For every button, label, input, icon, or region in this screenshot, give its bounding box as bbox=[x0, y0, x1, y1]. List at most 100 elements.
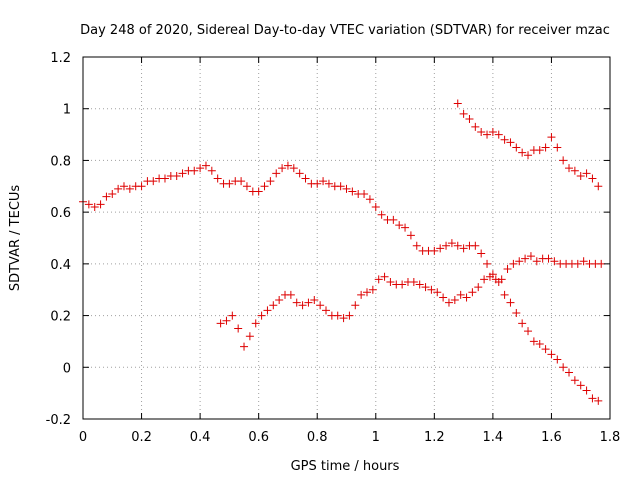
data-point bbox=[319, 177, 328, 186]
data-point bbox=[553, 355, 562, 364]
data-point bbox=[310, 296, 319, 305]
data-point bbox=[245, 332, 254, 341]
data-point bbox=[254, 187, 263, 196]
data-point bbox=[125, 184, 134, 193]
data-point bbox=[559, 156, 568, 165]
data-point bbox=[260, 182, 269, 191]
data-point bbox=[462, 293, 471, 302]
data-point bbox=[588, 174, 597, 183]
data-point bbox=[360, 190, 369, 199]
data-point bbox=[529, 337, 538, 346]
data-point bbox=[503, 265, 512, 274]
data-point bbox=[362, 288, 371, 297]
data-point bbox=[497, 275, 506, 284]
data-point bbox=[108, 190, 117, 199]
data-point bbox=[471, 241, 480, 250]
data-point bbox=[345, 311, 354, 320]
y-tick-label: 1.2 bbox=[50, 51, 71, 66]
data-point bbox=[357, 290, 366, 299]
data-point bbox=[298, 301, 307, 310]
data-point bbox=[207, 166, 216, 175]
x-tick-label: 0.6 bbox=[248, 430, 269, 445]
data-point bbox=[237, 177, 246, 186]
data-point bbox=[222, 316, 231, 325]
data-point bbox=[196, 164, 205, 173]
data-point bbox=[565, 368, 574, 377]
data-point bbox=[365, 195, 374, 204]
data-point bbox=[201, 161, 210, 170]
data-point bbox=[512, 143, 521, 152]
data-point bbox=[213, 174, 222, 183]
data-point bbox=[395, 221, 404, 230]
data-point bbox=[442, 241, 451, 250]
data-point bbox=[415, 280, 424, 289]
data-point bbox=[570, 166, 579, 175]
data-point bbox=[225, 179, 234, 188]
plot-frame bbox=[82, 56, 611, 420]
data-point bbox=[257, 311, 266, 320]
data-point bbox=[295, 169, 304, 178]
data-point bbox=[102, 192, 111, 201]
data-point bbox=[436, 244, 445, 253]
data-point bbox=[386, 277, 395, 286]
data-point bbox=[582, 169, 591, 178]
y-tick-label: 0.4 bbox=[50, 258, 71, 273]
data-point bbox=[532, 257, 541, 266]
data-point bbox=[433, 288, 442, 297]
data-point bbox=[266, 177, 275, 186]
data-point bbox=[178, 169, 187, 178]
data-point bbox=[494, 130, 503, 139]
data-point bbox=[570, 376, 579, 385]
data-point bbox=[483, 130, 492, 139]
data-point bbox=[269, 301, 278, 310]
data-point bbox=[292, 298, 301, 307]
data-point bbox=[582, 386, 591, 395]
data-point bbox=[483, 259, 492, 268]
data-point bbox=[480, 275, 489, 284]
data-point bbox=[406, 231, 415, 240]
data-point bbox=[544, 254, 553, 263]
data-point bbox=[515, 257, 524, 266]
data-point bbox=[573, 259, 582, 268]
data-point bbox=[322, 306, 331, 315]
axis-ticks: 0 0.2 0.4 0.6 0.8 1 1.2 1.4 1.6 1.8 -0.2 0 0.2 0.4 0.6… bbox=[46, 51, 621, 445]
data-point bbox=[316, 301, 325, 310]
data-point bbox=[541, 143, 550, 152]
data-point bbox=[547, 133, 556, 142]
data-point bbox=[535, 146, 544, 155]
y-tick-label: 0 bbox=[63, 361, 71, 376]
data-point bbox=[374, 275, 383, 284]
data-point bbox=[234, 324, 243, 333]
data-point bbox=[275, 296, 284, 305]
data-point bbox=[313, 179, 322, 188]
x-tick-label: 1.6 bbox=[541, 430, 562, 445]
y-tick-label: 1 bbox=[63, 103, 71, 118]
data-point bbox=[430, 246, 439, 255]
data-point bbox=[389, 215, 398, 224]
data-point bbox=[500, 135, 509, 144]
data-point bbox=[477, 249, 486, 258]
data-point bbox=[263, 306, 272, 315]
data-point bbox=[518, 319, 527, 328]
data-point bbox=[368, 285, 377, 294]
data-point bbox=[377, 210, 386, 219]
y-tick-label: 0.2 bbox=[50, 310, 71, 325]
y-tick-label: 0.8 bbox=[50, 154, 71, 169]
data-point bbox=[149, 177, 158, 186]
data-point bbox=[524, 327, 533, 336]
data-point bbox=[506, 298, 515, 307]
y-tick-label: -0.2 bbox=[46, 413, 71, 428]
series-track-3 bbox=[453, 99, 603, 191]
data-point bbox=[565, 164, 574, 173]
data-point bbox=[550, 257, 559, 266]
series-track-2 bbox=[216, 252, 606, 351]
data-point bbox=[597, 259, 606, 268]
x-tick-label: 0 bbox=[79, 430, 87, 445]
data-point bbox=[172, 171, 181, 180]
data-point bbox=[518, 148, 527, 157]
x-tick-label: 0.8 bbox=[307, 430, 328, 445]
chart-title: Day 248 of 2020, Sidereal Day-to-day VTE… bbox=[80, 23, 610, 38]
data-point bbox=[456, 290, 465, 299]
data-point bbox=[521, 254, 530, 263]
y-axis-label: SDTVAR / TECUs bbox=[8, 185, 23, 292]
